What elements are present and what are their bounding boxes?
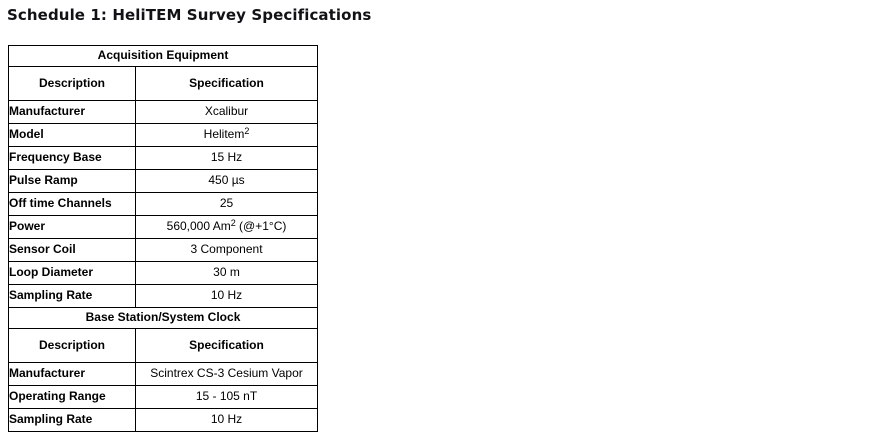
row-value-superscript: 2: [244, 126, 250, 137]
row-label: Sampling Rate: [8, 284, 136, 308]
column-header-specification: Specification: [134, 66, 319, 101]
row-value: 560,000 Am2 (@+1°C): [134, 215, 319, 239]
row-label: Operating Range: [8, 385, 136, 409]
row-value-suffix: (@+1°C): [235, 219, 287, 234]
row-label: Pulse Ramp: [8, 169, 136, 193]
column-header-description: Description: [8, 328, 136, 363]
row-value: 15 Hz: [134, 146, 319, 170]
section-header-row: Acquisition Equipment: [7, 45, 319, 67]
row-value-text: 560,000 Am: [166, 219, 231, 234]
page-title: Schedule 1: HeliTEM Survey Specification…: [7, 6, 372, 24]
row-label: Sampling Rate: [8, 408, 136, 432]
row-value: 10 Hz: [134, 408, 319, 432]
table-row: Sampling Rate 10 Hz: [8, 284, 319, 308]
column-header-row: Description Specification: [8, 66, 319, 101]
row-value-text: Helitem: [203, 127, 245, 142]
table-row: Operating Range 15 - 105 nT: [8, 385, 319, 409]
table-row: Off time Channels 25: [8, 192, 319, 216]
row-value: 15 - 105 nT: [134, 385, 319, 409]
row-value: Xcalibur: [134, 100, 319, 124]
row-value: Scintrex CS-3 Cesium Vapor: [134, 362, 319, 386]
column-header-row: Description Specification: [8, 328, 319, 363]
table-row: Pulse Ramp 450 µs: [8, 169, 319, 193]
row-value: 25: [134, 192, 319, 216]
table-row: Loop Diameter 30 m: [8, 261, 319, 285]
table-row: Frequency Base 15 Hz: [8, 146, 319, 170]
table-row: Sensor Coil 3 Component: [8, 238, 319, 262]
survey-specifications-table: Acquisition Equipment Description Specif…: [7, 45, 319, 432]
table-row: Sampling Rate 10 Hz: [8, 408, 319, 432]
row-value: 30 m: [134, 261, 319, 285]
row-label: Off time Channels: [8, 192, 136, 216]
row-value: Helitem2: [134, 123, 319, 147]
table-row: Manufacturer Scintrex CS-3 Cesium Vapor: [8, 362, 319, 386]
section-header-acquisition-equipment: Acquisition Equipment: [7, 45, 319, 67]
row-value: 10 Hz: [134, 284, 319, 308]
row-label: Manufacturer: [8, 362, 136, 386]
row-label: Sensor Coil: [8, 238, 136, 262]
table-row: Model Helitem2: [8, 123, 319, 147]
column-header-specification: Specification: [134, 328, 319, 363]
row-label: Frequency Base: [8, 146, 136, 170]
row-label: Power: [8, 215, 136, 239]
row-label: Loop Diameter: [8, 261, 136, 285]
table-row: Power 560,000 Am2 (@+1°C): [8, 215, 319, 239]
row-value: 3 Component: [134, 238, 319, 262]
row-value-superscript: 2: [230, 218, 236, 229]
section-header-row: Base Station/System Clock: [7, 307, 319, 329]
section-header-base-station: Base Station/System Clock: [7, 307, 319, 329]
row-label: Manufacturer: [8, 100, 136, 124]
row-value: 450 µs: [134, 169, 319, 193]
table-row: Manufacturer Xcalibur: [8, 100, 319, 124]
column-header-description: Description: [8, 66, 136, 101]
row-label: Model: [8, 123, 136, 147]
